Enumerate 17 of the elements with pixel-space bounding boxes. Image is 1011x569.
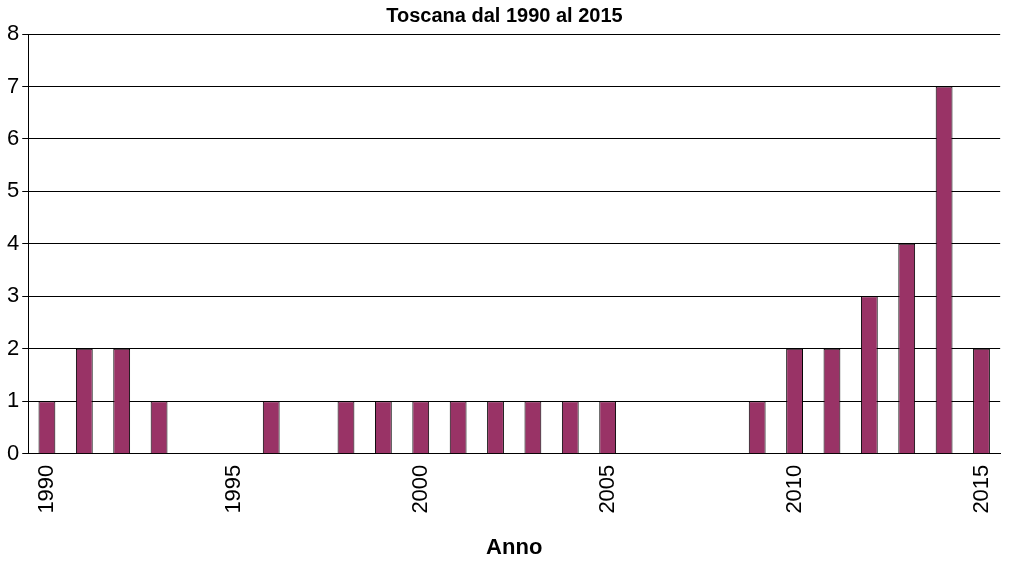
x-tick-label: 2005: [593, 464, 619, 514]
y-tick-label: 4: [6, 229, 20, 255]
chart-title: Toscana dal 1990 al 2015: [386, 3, 623, 26]
y-tick-label: 7: [6, 72, 20, 98]
y-tick-label: 0: [6, 439, 20, 465]
y-tick-label: 6: [6, 124, 20, 150]
y-tick-label: 3: [6, 282, 20, 308]
x-axis-title: Anno: [486, 533, 543, 559]
x-tick-label: 2015: [967, 464, 993, 514]
x-tick-label: 1995: [219, 464, 245, 514]
y-tick-label: 5: [6, 177, 20, 203]
y-tick-label: 1: [6, 387, 20, 413]
x-tick-label: 1990: [32, 464, 58, 514]
y-tick-label: 2: [6, 334, 20, 360]
x-tick-label: 2000: [406, 464, 432, 514]
x-tick-label: 2010: [780, 464, 806, 514]
y-tick-label: 8: [6, 20, 20, 46]
